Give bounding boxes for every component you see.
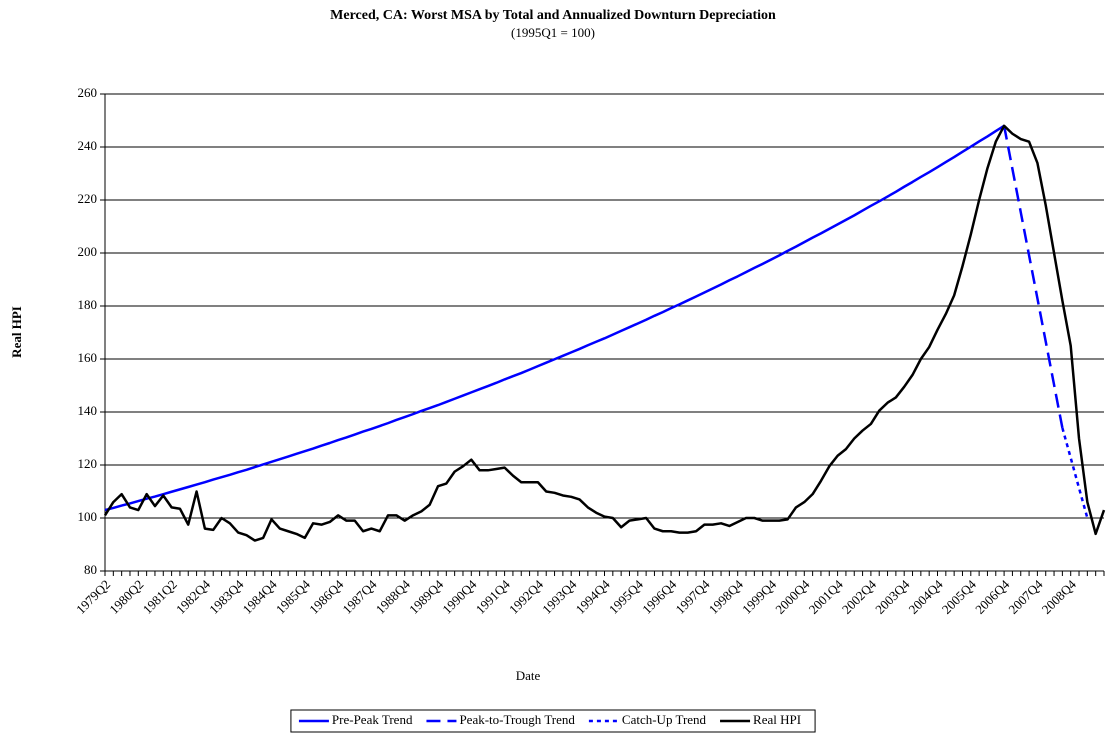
y-tick-label: 160 (78, 350, 98, 365)
x-tick-label: 2006Q4 (972, 576, 1013, 617)
x-tick-label: 2005Q4 (939, 576, 980, 617)
x-tick-label: 1994Q4 (573, 576, 614, 617)
x-tick-label: 1985Q4 (273, 576, 314, 617)
chart-subtitle: (1995Q1 = 100) (511, 25, 595, 40)
series-line (104, 124, 1005, 512)
y-axis-label: Real HPI (9, 306, 24, 358)
x-tick-label: 1998Q4 (706, 576, 747, 617)
legend: Pre-Peak Trend Peak-to-Trough Trend Catch-… (290, 709, 816, 733)
x-tick-label: 1981Q2 (140, 577, 180, 617)
x-tick-label: 2007Q4 (1005, 576, 1046, 617)
legend-label: Catch-Up Trend (622, 712, 707, 727)
x-tick-label: 1987Q4 (339, 576, 380, 617)
legend-label: Pre-Peak Trend (332, 712, 413, 727)
x-tick-label: 1988Q4 (373, 576, 414, 617)
x-tick-label: 1990Q4 (439, 576, 480, 617)
y-tick-label: 140 (78, 403, 98, 418)
series-line (1002, 125, 1064, 429)
x-tick-label: 1996Q4 (639, 576, 680, 617)
x-tick-label: 2000Q4 (772, 576, 813, 617)
x-tick-label: 1992Q4 (506, 576, 547, 617)
x-tick-label: 2008Q4 (1039, 576, 1080, 617)
y-tick-label: 180 (78, 297, 98, 312)
y-tick-label: 200 (78, 244, 98, 259)
legend-label: Peak-to-Trough Trend (459, 712, 575, 727)
x-tick-label: 1997Q4 (672, 576, 713, 617)
x-tick-label: 1979Q2 (73, 577, 113, 617)
legend-box (290, 709, 816, 733)
chart-title: Merced, CA: Worst MSA by Total and Annua… (330, 8, 776, 23)
x-tick-label: 1983Q4 (206, 576, 247, 617)
x-tick-label: 2002Q4 (839, 576, 880, 617)
series-line (103, 124, 1106, 542)
y-tick-label: 80 (84, 562, 97, 577)
y-tick-label: 120 (78, 456, 98, 471)
x-tick-label: 1995Q4 (606, 576, 647, 617)
x-tick-label: 1991Q4 (473, 576, 514, 617)
x-axis-label: Date (516, 668, 541, 683)
x-tick-label: 2003Q4 (872, 576, 913, 617)
x-tick-label: 2004Q4 (906, 576, 947, 617)
y-tick-label: 100 (78, 509, 98, 524)
x-tick-label: 2001Q4 (806, 576, 847, 617)
y-tick-label: 240 (78, 138, 98, 153)
y-tick-label: 220 (78, 191, 98, 206)
x-tick-label: 1984Q4 (240, 576, 281, 617)
x-tick-label: 1980Q2 (106, 577, 146, 617)
x-tick-label: 1993Q4 (539, 576, 580, 617)
x-tick-label: 1989Q4 (406, 576, 447, 617)
legend-label: Real HPI (753, 712, 801, 727)
y-tick-label: 260 (78, 85, 98, 100)
x-tick-label: 1986Q4 (306, 576, 347, 617)
x-tick-label: 1999Q4 (739, 576, 780, 617)
x-tick-label: 1982Q4 (173, 576, 214, 617)
